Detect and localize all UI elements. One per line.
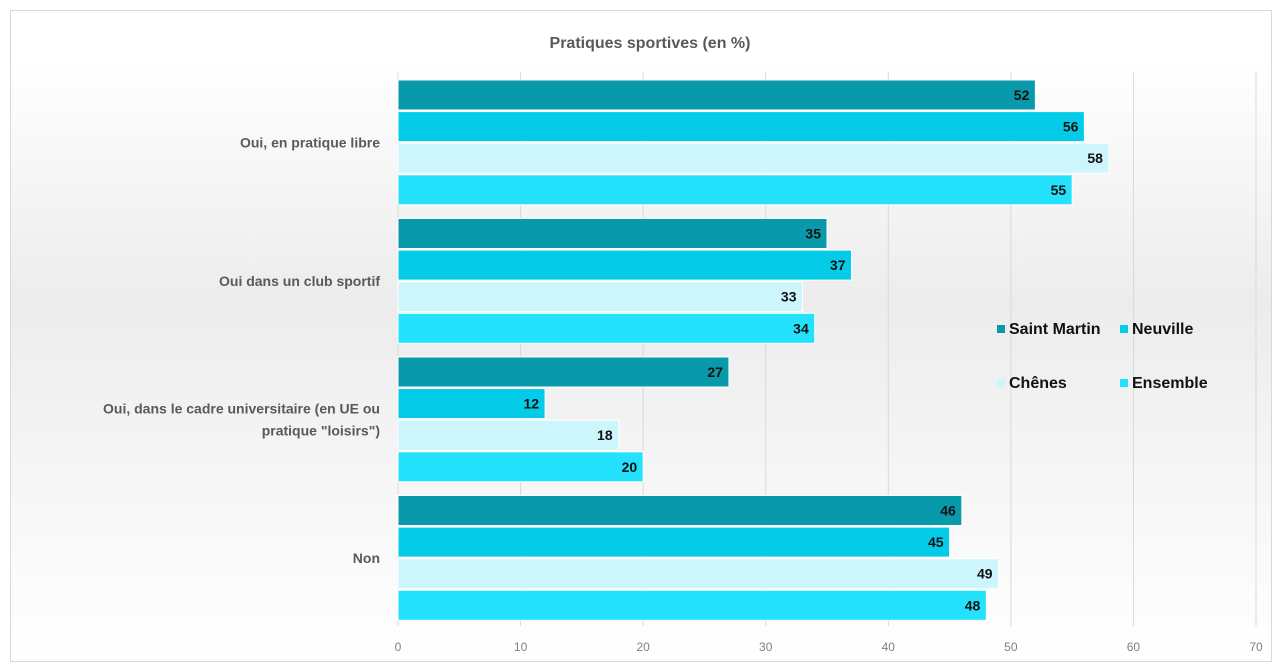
- data-label: 48: [965, 597, 981, 613]
- x-tick-label: 20: [636, 640, 650, 654]
- bar: [397, 218, 828, 249]
- bar: [397, 526, 951, 558]
- x-tick-label: 30: [759, 640, 773, 654]
- x-tick-label: 60: [1127, 640, 1141, 654]
- data-label: 37: [830, 257, 846, 273]
- bar: [397, 419, 620, 451]
- chart-title: Pratiques sportives (en %): [550, 35, 751, 52]
- legend-swatch: [1120, 379, 1128, 387]
- bar: [397, 142, 1110, 174]
- legend-label: Saint Martin: [1009, 321, 1101, 338]
- legend-swatch: [1120, 325, 1128, 333]
- data-label: 58: [1087, 150, 1103, 166]
- x-tick-label: 70: [1249, 640, 1263, 654]
- bars: [397, 79, 1110, 621]
- bar: [397, 356, 730, 388]
- category-label: Oui dans un club sportif: [219, 273, 380, 289]
- data-label: 27: [707, 364, 723, 380]
- category-labels: Oui, en pratique libre Oui dans un club s…: [103, 134, 380, 566]
- bar: [397, 589, 987, 621]
- bar: [397, 174, 1073, 206]
- x-axis: 0 10 20 30 40 50 60 70: [395, 640, 1263, 654]
- bar: [397, 451, 644, 483]
- bar: [397, 281, 803, 313]
- data-labels: 52 56 58 55 35 37 33 34 27 12 18 20 46 45 49 48: [524, 87, 1104, 613]
- legend-swatch: [997, 325, 1005, 333]
- bar: [397, 558, 1000, 590]
- x-tick-label: 50: [1004, 640, 1018, 654]
- bar: [397, 388, 546, 420]
- bar: [397, 312, 816, 344]
- x-tick-label: 0: [395, 640, 402, 654]
- bar: [397, 249, 853, 281]
- legend-label: Ensemble: [1132, 375, 1208, 392]
- data-label: 18: [597, 427, 613, 443]
- x-tick-label: 40: [882, 640, 896, 654]
- legend-label: Neuville: [1132, 321, 1193, 338]
- bar: [397, 111, 1085, 143]
- data-label: 34: [793, 320, 809, 336]
- category-label: pratique "loisirs"): [262, 422, 380, 438]
- legend: Saint Martin Neuville Chênes Ensemble: [997, 321, 1208, 392]
- data-label: 46: [940, 503, 956, 519]
- category-label: Non: [353, 550, 380, 566]
- data-label: 55: [1051, 182, 1067, 198]
- category-label: Oui, en pratique libre: [240, 134, 380, 150]
- data-label: 45: [928, 534, 944, 550]
- data-label: 49: [977, 566, 993, 582]
- data-label: 52: [1014, 87, 1030, 103]
- x-tick-label: 10: [514, 640, 528, 654]
- data-label: 35: [805, 226, 821, 242]
- category-label: Oui, dans le cadre universitaire (en UE …: [103, 400, 380, 416]
- data-label: 33: [781, 289, 797, 305]
- legend-swatch: [997, 379, 1005, 387]
- bar: [397, 79, 1036, 111]
- data-label: 12: [524, 396, 540, 412]
- data-label: 56: [1063, 119, 1079, 135]
- bar: [397, 495, 963, 526]
- data-label: 20: [622, 459, 638, 475]
- legend-label: Chênes: [1009, 375, 1067, 392]
